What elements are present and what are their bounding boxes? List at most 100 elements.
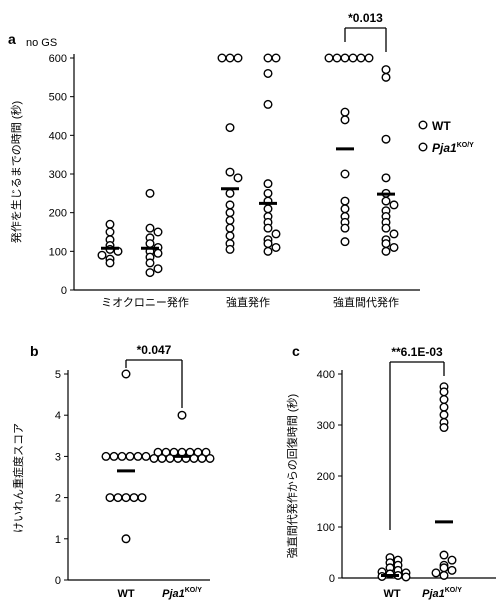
panel-b-point-ko: [149, 453, 159, 463]
panel-a-point-wt: [340, 115, 350, 125]
panel-a-point-ko: [263, 223, 273, 233]
panel-a-points: [97, 53, 399, 278]
panel-a-point-wt: [364, 53, 374, 63]
panel-a-point-ko: [381, 239, 391, 249]
panel-a-point-ko: [263, 188, 273, 198]
panel-b-y-tick-label: 3: [55, 451, 61, 463]
panel-a-point-wt: [340, 169, 350, 179]
panel-a-point-ko: [381, 173, 391, 183]
panel-c-point-ko: [439, 550, 449, 560]
panel-b-point-wt: [137, 493, 147, 503]
panel-b-point-ko: [165, 453, 175, 463]
panel-c-category-main: Pja1: [422, 588, 445, 600]
panel-c: c 0 100 200 300 400 強直間代発作からの回復時間 (秒) WT Pja1K…: [285, 343, 496, 600]
panel-a-y-tick-label: 400: [49, 130, 67, 142]
panel-a-point-wt: [340, 196, 350, 206]
panel-c-y-axis: 0 100 200 300 400 強直間代発作からの回復時間 (秒): [285, 369, 496, 585]
panel-c-y-tick-label: 0: [329, 573, 335, 585]
panel-a-point-wt: [348, 53, 358, 63]
panel-c-points: [377, 382, 457, 582]
panel-a-y-axis: 0 100 200 300 400 500 600 発作を生じるまでの時間 (秒): [9, 53, 420, 297]
panel-c-point-ko: [439, 387, 449, 397]
panel-a-point-wt: [225, 231, 235, 241]
panel-a-point-ko: [263, 99, 273, 109]
panel-b-category-main: Pja1: [162, 588, 185, 600]
panel-a-point-ko: [271, 53, 281, 63]
panel-c-letter: c: [292, 343, 300, 359]
panel-b-point-wt: [101, 451, 111, 461]
panel-a-point-ko: [381, 223, 391, 233]
panel-a-legend: WT Pja1KO/Y: [418, 119, 474, 155]
panel-b-y-tick-label: 4: [55, 410, 61, 422]
panel-a-point-ko: [389, 200, 399, 210]
panel-a-point-wt: [340, 204, 350, 214]
panel-a-point-wt: [324, 53, 334, 63]
panel-a-point-ko: [263, 246, 273, 256]
panel-c-point-ko: [439, 395, 449, 405]
panel-a-point-wt: [340, 223, 350, 233]
panel-a-point-ko: [145, 268, 155, 278]
panel-a-point-wt: [340, 107, 350, 117]
panel-a-point-wt: [225, 208, 235, 218]
panel-b-point-wt: [121, 493, 131, 503]
panel-a-point-ko: [389, 229, 399, 239]
panel-b-y-tick-label: 5: [55, 369, 61, 381]
panel-b-y-tick-label: 0: [55, 575, 61, 587]
panel-b: b 0 1 2 3 4 5 けいれん重症度スコア WT Pja1KO/Y *0.047: [11, 343, 215, 600]
panel-c-point-ko: [439, 423, 449, 433]
panel-c-point-wt: [401, 572, 411, 582]
panel-c-y-tick-label: 100: [317, 522, 335, 534]
panel-a-point-wt: [225, 167, 235, 177]
panel-a-legend-ko-marker: [418, 142, 428, 152]
panel-c-point-ko: [439, 410, 449, 420]
panel-a-legend-ko-label: Pja1KO/Y: [432, 141, 474, 155]
panel-a-point-ko: [263, 239, 273, 249]
panel-a-point-wt: [225, 200, 235, 210]
panel-a-category-label: 強直発作: [226, 295, 270, 309]
panel-a-legend-ko-main: Pja1: [432, 141, 457, 155]
panel-b-point-wt: [125, 451, 135, 461]
panel-a-category-label: ミオクロニー発作: [101, 295, 189, 309]
panel-c-categories: WT Pja1KO/Y: [383, 587, 462, 600]
panel-a-point-wt: [233, 53, 243, 63]
panel-a-sig-label: *0.013: [348, 11, 383, 25]
panel-a-point-wt: [233, 173, 243, 183]
panel-c-point-ko: [439, 402, 449, 412]
panel-c-y-tick-label: 400: [317, 369, 335, 381]
panel-a-legend-wt-marker: [418, 120, 428, 130]
panel-a-point-wt: [225, 244, 235, 254]
panel-c-category-main: WT: [383, 588, 400, 600]
panel-a: a no GS 0 100 200 300 400 500 600 発作を生じるまでの時間 (…: [8, 11, 474, 309]
panel-a-y-tick-label: 300: [49, 169, 67, 181]
panel-b-category-label: Pja1KO/Y: [162, 587, 202, 600]
panel-a-point-ko: [145, 223, 155, 233]
panel-a-point-ko: [271, 242, 281, 252]
panel-b-letter: b: [30, 343, 39, 359]
panel-a-point-ko: [145, 239, 155, 249]
panel-a-legend-wt-label: WT: [432, 119, 451, 133]
panel-a-point-wt: [332, 53, 342, 63]
panel-c-point-ko: [439, 563, 449, 573]
panel-c-y-tick-label: 200: [317, 471, 335, 483]
panel-b-category-label: WT: [117, 588, 134, 600]
panel-c-category-sup: KO/Y: [445, 587, 462, 594]
panel-a-point-ko: [381, 134, 391, 144]
panel-a-top-label: no GS: [26, 37, 57, 49]
panel-a-point-wt: [105, 219, 115, 229]
panel-a-categories: ミオクロニー発作 強直発作 強直間代発作: [101, 295, 399, 309]
panel-b-point-ko: [177, 410, 187, 420]
panel-a-y-tick-label: 600: [49, 53, 67, 65]
panel-b-point-wt: [121, 369, 131, 379]
panel-b-y-axis-label: けいれん重症度スコア: [11, 423, 25, 533]
panel-a-point-ko: [263, 204, 273, 214]
panel-a-point-ko: [263, 53, 273, 63]
panel-a-point-wt: [225, 223, 235, 233]
panel-a-point-wt: [105, 258, 115, 268]
panel-b-point-wt: [129, 493, 139, 503]
panel-a-point-wt: [225, 123, 235, 133]
panel-b-point-ko: [201, 447, 211, 457]
panel-a-point-ko: [271, 229, 281, 239]
panel-a-y-tick-label: 500: [49, 92, 67, 104]
panel-a-y-tick-label: 100: [49, 246, 67, 258]
panel-b-point-wt: [109, 451, 119, 461]
